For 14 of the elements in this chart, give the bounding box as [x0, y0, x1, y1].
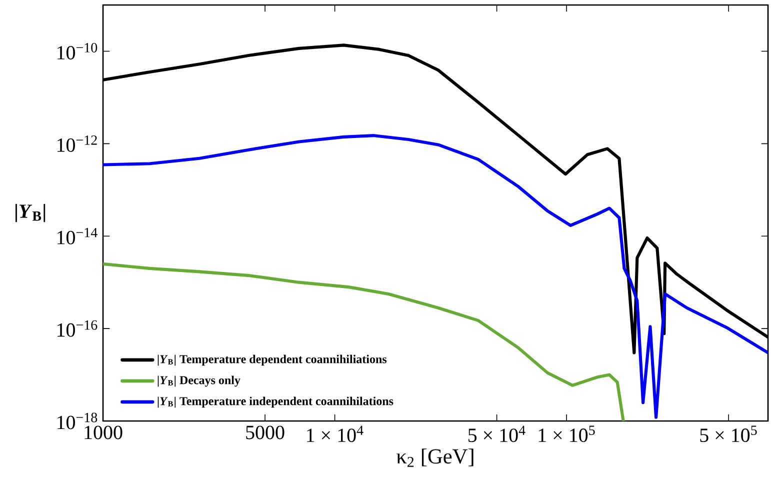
y-tick-label: 10$^{−14}$ [58, 228, 98, 244]
x-tick-label: 5 × 10$^{4}$ [468, 426, 526, 442]
y-tick-label: 10$^{−10}$ [58, 42, 98, 60]
x-axis-title: κ$_{2}$ [GeV] [396, 448, 474, 467]
y-axis-title: |Y$_{B}$| [16, 204, 46, 222]
y-tick-label: 10$^{−12}$ [58, 135, 97, 152]
x-tick-label: 1 × 10$^{5}$ [538, 426, 595, 442]
legend-label: |Y$_{B}$| Temperature independent coannihilations [158, 396, 394, 408]
legend-label: |Y$_{B}$| Decays only [158, 376, 240, 387]
x-tick-label: 5 × 10$^{5}$ [700, 426, 757, 442]
y-tick-label: 10$^{−16}$ [58, 320, 98, 337]
x-tick-label: 1 × 10$^{4}$ [307, 426, 364, 442]
legend-label: |Y$_{B}$| Temperature dependent coannihiliations [158, 354, 387, 366]
x-tick-label: 5000 [246, 426, 284, 440]
